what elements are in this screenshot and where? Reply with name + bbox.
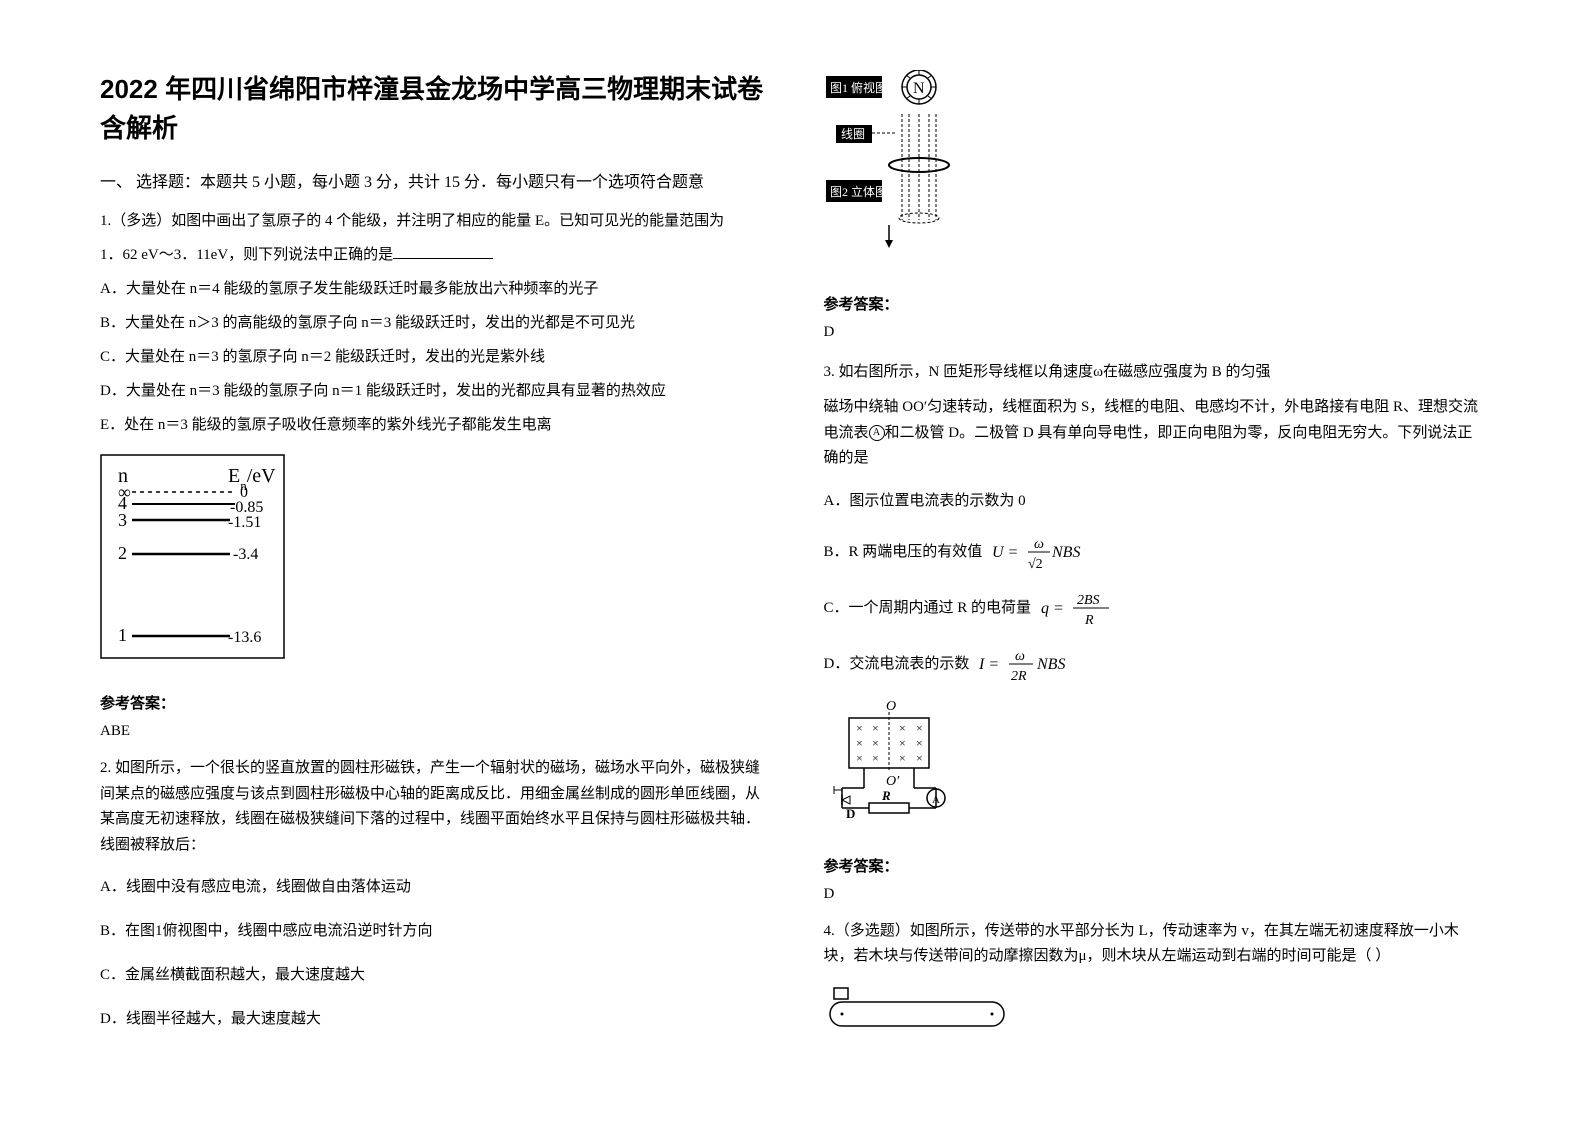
svg-text:ω: ω — [1034, 537, 1044, 552]
q2-option-d: D．线圈半径越大，最大速度越大 — [100, 1004, 764, 1034]
svg-text:×: × — [899, 751, 906, 765]
svg-text:NBS: NBS — [1051, 544, 1080, 561]
q1-option-d: D．大量处在 n＝3 能级的氢原子向 n＝1 能级跃迁时，发出的光都应具有显著的… — [100, 376, 764, 406]
svg-text:×: × — [899, 721, 906, 735]
q3-b-text: B．R 两端电压的有效值 — [824, 537, 983, 567]
q2-answer-label: 参考答案： — [824, 293, 1488, 314]
q2-answer: D — [824, 324, 1488, 341]
svg-text:NBS: NBS — [1036, 656, 1065, 673]
q3-option-a: A．图示位置电流表的示数为 0 — [824, 486, 1488, 516]
q1-answer-label: 参考答案： — [100, 692, 764, 713]
q2-figure: 图1 俯视图 N 线圈 图2 立体图 — [824, 70, 994, 250]
svg-text:×: × — [872, 751, 879, 765]
svg-text:×: × — [916, 721, 923, 735]
q3-option-c: C．一个周期内通过 R 的电荷量 q = 2BS R — [824, 588, 1488, 628]
svg-text:O: O — [886, 700, 896, 714]
svg-text:R: R — [881, 788, 891, 803]
q3-stem-2: 磁场中绕轴 OO′匀速转动，线框面积为 S，线框的电阻、电感均不计，外电路接有电… — [824, 395, 1488, 472]
fig2-label: 图2 立体图 — [830, 184, 887, 199]
svg-text:×: × — [872, 721, 879, 735]
q3-option-d: D．交流电流表的示数 I = ω 2R NBS — [824, 644, 1488, 684]
q3-answer: D — [824, 886, 1488, 903]
fig1-label: 图1 俯视图 — [830, 80, 887, 95]
q3-c-text: C．一个周期内通过 R 的电荷量 — [824, 593, 1032, 623]
svg-text:×: × — [872, 736, 879, 750]
svg-text:R: R — [1084, 613, 1094, 628]
svg-text:×: × — [916, 736, 923, 750]
ammeter-icon: A — [869, 425, 885, 441]
diagram-e-label: En/eV — [228, 465, 276, 493]
q3-b-formula: U = ω √2 NBS — [990, 532, 1090, 572]
svg-text:×: × — [856, 721, 863, 735]
q3-circuit-figure: O ×× ×× ×× ×× ×× ×× D O′ — [824, 700, 954, 820]
q1-option-c: C．大量处在 n＝3 的氢原子向 n＝2 能级跃迁时，发出的光是紫外线 — [100, 342, 764, 372]
level-2-e: -3.4 — [233, 546, 258, 563]
q4-belt-figure — [824, 986, 1014, 1036]
level-2-n: 2 — [118, 543, 127, 563]
q1-option-b: B．大量处在 n＞3 的高能级的氢原子向 n＝3 能级跃迁时，发出的光都是不可见… — [100, 308, 764, 338]
q3-c-formula: q = 2BS R — [1039, 588, 1119, 628]
q1-option-a: A．大量处在 n＝4 能级的氢原子发生能级跃迁时最多能放出六种频率的光子 — [100, 274, 764, 304]
level-3-n: 3 — [118, 510, 127, 530]
q3-option-b: B．R 两端电压的有效值 U = ω √2 NBS — [824, 532, 1488, 572]
q1-answer: ABE — [100, 723, 764, 740]
svg-text:×: × — [916, 751, 923, 765]
q2-option-c: C．金属丝横截面积越大，最大速度越大 — [100, 960, 764, 990]
q4-stem: 4.（多选题）如图所示，传送带的水平部分长为 L，传动速率为 v，在其左端无初速… — [824, 919, 1488, 970]
svg-text:A: A — [932, 794, 940, 806]
page-container: 2022 年四川省绵阳市梓潼县金龙场中学高三物理期末试卷含解析 一、 选择题：本… — [0, 0, 1587, 1089]
level-1-e: -13.6 — [228, 629, 261, 646]
fig-coil-label: 线圈 — [841, 127, 865, 141]
svg-text:q =: q = — [1041, 600, 1064, 617]
svg-text:2R: 2R — [1011, 669, 1027, 684]
q1-blank — [393, 243, 493, 259]
level-1-n: 1 — [118, 625, 127, 645]
q1-energy-diagram: n En/eV ∞ 0 4 -0.85 3 -1.51 2 -3.4 1 -13… — [100, 454, 285, 659]
q1-stem-1: 1.（多选）如图中画出了氢原子的 4 个能级，并注明了相应的能量 E。已知可见光… — [100, 206, 764, 236]
q2-option-b: B．在图1俯视图中，线圈中感应电流沿逆时针方向 — [100, 916, 764, 946]
left-column: 2022 年四川省绵阳市梓潼县金龙场中学高三物理期末试卷含解析 一、 选择题：本… — [100, 70, 764, 1049]
svg-text:ω: ω — [1015, 649, 1025, 664]
svg-text:×: × — [899, 736, 906, 750]
doc-title: 2022 年四川省绵阳市梓潼县金龙场中学高三物理期末试卷含解析 — [100, 70, 764, 148]
q1-stem-2-text: 1．62 eV～3．11eV，则下列说法中正确的是 — [100, 247, 393, 263]
q2-stem: 2. 如图所示，一个很长的竖直放置的圆柱形磁铁，产生一个辐射状的磁场，磁场水平向… — [100, 756, 764, 858]
svg-text:×: × — [856, 751, 863, 765]
level-3-e: -1.51 — [228, 514, 261, 531]
q3-d-formula: I = ω 2R NBS — [977, 644, 1077, 684]
svg-text:U =: U = — [992, 544, 1018, 561]
q1-stem-2: 1．62 eV～3．11eV，则下列说法中正确的是 — [100, 240, 764, 270]
svg-text:2BS: 2BS — [1077, 593, 1100, 608]
fig1-n: N — [913, 80, 925, 97]
section-1-heading: 一、 选择题：本题共 5 小题，每小题 3 分，共计 15 分．每小题只有一个选… — [100, 168, 764, 192]
right-column: 图1 俯视图 N 线圈 图2 立体图 — [824, 70, 1488, 1049]
svg-text:O′: O′ — [886, 774, 900, 789]
svg-text:×: × — [856, 736, 863, 750]
q3-answer-label: 参考答案： — [824, 855, 1488, 876]
q3-d-text: D．交流电流表的示数 — [824, 649, 970, 679]
q1-option-e: E．处在 n＝3 能级的氢原子吸收任意频率的紫外线光子都能发生电离 — [100, 410, 764, 440]
q3-stem-1: 3. 如右图所示，N 匝矩形导线框以角速度ω在磁感应强度为 B 的匀强 — [824, 357, 1488, 387]
q2-option-a: A．线圈中没有感应电流，线圈做自由落体运动 — [100, 872, 764, 902]
svg-text:I =: I = — [978, 656, 999, 673]
svg-text:√2: √2 — [1028, 557, 1043, 572]
